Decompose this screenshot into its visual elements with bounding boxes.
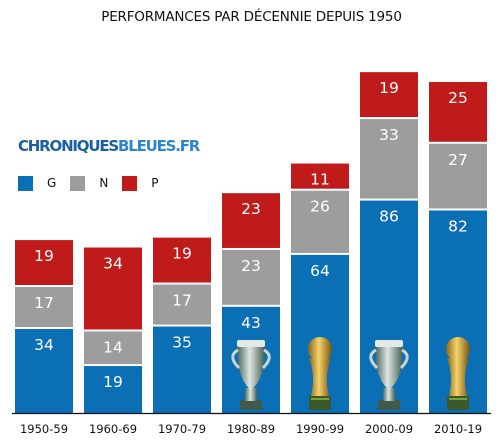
bar-segment-g-1960-69 bbox=[84, 366, 142, 413]
data-label-p-1950-59: 19 bbox=[34, 247, 54, 265]
trophies-layer bbox=[231, 337, 470, 410]
x-tick-label-1980-89: 1980-89 bbox=[227, 422, 275, 436]
bar-segment-p-2010-19 bbox=[429, 82, 487, 142]
x-tick-label-2010-19: 2010-19 bbox=[434, 422, 482, 436]
brand-part2: BLEUES.FR bbox=[117, 137, 200, 155]
data-label-g-1970-79: 35 bbox=[172, 334, 192, 352]
x-tick-labels: 1950-59 1960-69 1970-79 1980-89 1990-99 2000-… bbox=[20, 422, 482, 436]
data-label-g-1990-99: 64 bbox=[310, 262, 330, 280]
data-label-n-1970-79: 17 bbox=[172, 292, 192, 310]
legend: G N P bbox=[18, 175, 173, 191]
legend-swatch-p bbox=[122, 175, 138, 191]
euro-trophy-icon bbox=[369, 340, 409, 410]
bar-segment-n-1950-59 bbox=[15, 287, 73, 328]
legend-label-n: N bbox=[99, 176, 109, 190]
legend-label-p: P bbox=[151, 176, 159, 190]
data-label-p-2010-19: 25 bbox=[448, 89, 468, 107]
x-tick-label-1960-69: 1960-69 bbox=[89, 422, 137, 436]
data-label-p-2000-09: 19 bbox=[379, 79, 399, 97]
data-label-g-2010-19: 82 bbox=[448, 217, 468, 235]
x-tick-label-1970-79: 1970-79 bbox=[158, 422, 206, 436]
euro-trophy-icon bbox=[231, 340, 271, 410]
bar-segment-p-1960-69 bbox=[84, 247, 142, 330]
data-label-n-1980-89: 23 bbox=[241, 257, 261, 275]
legend-swatch-g bbox=[18, 175, 33, 191]
world-cup-trophy-icon bbox=[308, 337, 332, 410]
bar-segment-p-1970-79 bbox=[153, 237, 211, 283]
legend-label-g: G bbox=[47, 176, 57, 190]
brand-part1: CHRONIQUES bbox=[18, 137, 119, 155]
bar-segment-g-1950-59 bbox=[15, 329, 73, 413]
data-label-g-1950-59: 34 bbox=[34, 336, 54, 354]
bar-segment-p-1990-99 bbox=[291, 163, 349, 189]
x-tick-label-1990-99: 1990-99 bbox=[296, 422, 344, 436]
data-label-n-2010-19: 27 bbox=[448, 151, 468, 169]
data-label-g-2000-09: 86 bbox=[379, 208, 399, 226]
bar-segment-n-1980-89 bbox=[222, 249, 280, 305]
chart-title: PERFORMANCES PAR DÉCENNIE DEPUIS 1950 bbox=[101, 9, 402, 25]
bar-segment-n-2000-09 bbox=[360, 119, 418, 199]
bar-segment-n-1990-99 bbox=[291, 190, 349, 253]
data-label-g-1980-89: 43 bbox=[241, 314, 261, 332]
x-tick-label-1950-59: 1950-59 bbox=[20, 422, 68, 436]
data-label-g-1960-69: 19 bbox=[103, 373, 123, 391]
data-label-p-1970-79: 19 bbox=[172, 245, 192, 263]
data-label-p-1960-69: 34 bbox=[103, 255, 123, 273]
world-cup-trophy-icon bbox=[446, 337, 470, 410]
data-label-n-1950-59: 17 bbox=[34, 294, 54, 312]
x-tick-label-2000-09: 2000-09 bbox=[365, 422, 413, 436]
data-label-n-2000-09: 33 bbox=[379, 126, 399, 144]
legend-swatch-n bbox=[70, 175, 86, 191]
bar-segment-n-1970-79 bbox=[153, 284, 211, 325]
data-label-p-1990-99: 11 bbox=[310, 171, 330, 189]
data-label-n-1990-99: 26 bbox=[310, 198, 330, 216]
brand-logo: CHRONIQUESBLEUES.FR bbox=[18, 137, 200, 155]
bar-segment-g-1970-79 bbox=[153, 326, 211, 413]
bar-segment-p-2000-09 bbox=[360, 72, 418, 118]
bar-segment-n-1960-69 bbox=[84, 331, 142, 365]
data-label-p-1980-89: 23 bbox=[241, 200, 261, 218]
bar-segment-p-1950-59 bbox=[15, 240, 73, 286]
bar-segment-p-1980-89 bbox=[222, 193, 280, 248]
bar-segment-n-2010-19 bbox=[429, 143, 487, 209]
data-label-n-1960-69: 14 bbox=[103, 338, 123, 356]
